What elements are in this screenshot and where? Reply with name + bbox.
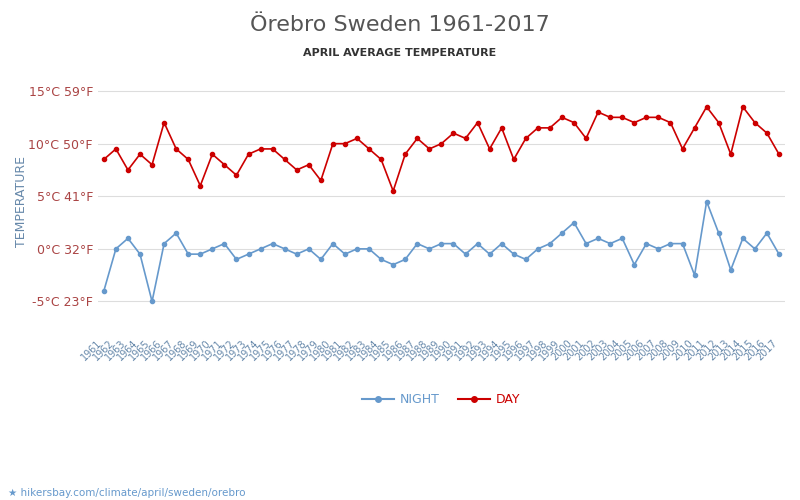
DAY [401,151,410,157]
NIGHT [292,251,302,257]
NIGHT [774,251,784,257]
DAY [135,151,145,157]
NIGHT [401,256,410,262]
DAY [702,104,711,110]
Y-axis label: TEMPERATURE: TEMPERATURE [15,156,28,247]
NIGHT [147,298,157,304]
DAY [570,120,579,126]
DAY [388,188,398,194]
NIGHT [123,236,133,242]
Text: APRIL AVERAGE TEMPERATURE: APRIL AVERAGE TEMPERATURE [303,48,497,58]
NIGHT [135,251,145,257]
DAY [123,167,133,173]
Legend: NIGHT, DAY: NIGHT, DAY [358,388,526,411]
DAY [774,151,784,157]
DAY [582,136,591,141]
Line: DAY: DAY [102,104,781,193]
NIGHT [99,288,109,294]
NIGHT [570,220,579,226]
DAY [99,156,109,162]
DAY [280,156,290,162]
Text: Örebro Sweden 1961-2017: Örebro Sweden 1961-2017 [250,15,550,35]
NIGHT [582,240,591,246]
NIGHT [702,198,711,204]
Text: ★ hikersbay.com/climate/april/sweden/orebro: ★ hikersbay.com/climate/april/sweden/ore… [8,488,246,498]
Line: NIGHT: NIGHT [102,200,781,304]
